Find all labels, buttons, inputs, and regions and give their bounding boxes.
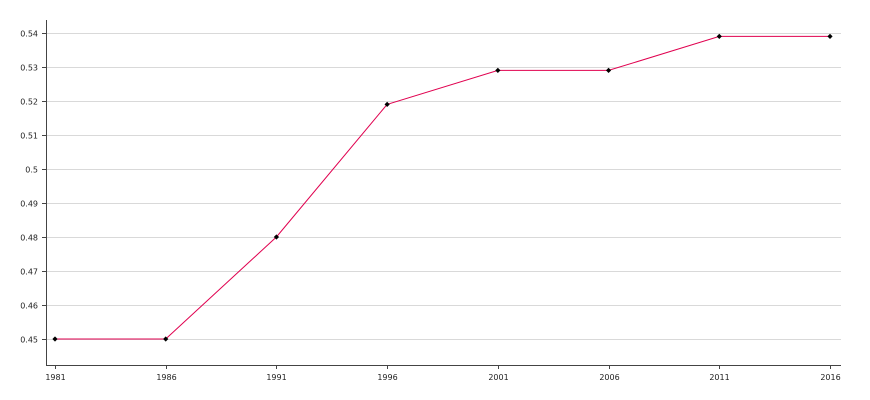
y-tick-label: 0.53: [20, 64, 38, 73]
y-tick-label: 0.5: [25, 166, 38, 175]
y-tick-label: 0.47: [20, 268, 38, 277]
tick-label-layer: 0.45 0.46 0.47 0.48 0.49 0.5 0.51 0.52 0.53 0.54 1…: [20, 30, 840, 383]
data-point: [605, 67, 612, 73]
y-tick-label: 0.51: [20, 132, 38, 141]
grid-layer: [46, 33, 841, 340]
y-tick-label: 0.46: [20, 302, 38, 311]
series-line: [55, 35, 830, 340]
data-point: [52, 336, 58, 342]
data-point: [163, 336, 169, 342]
x-tick-label: 2001: [488, 373, 508, 382]
data-point: [495, 67, 501, 73]
data-point: [273, 234, 280, 240]
x-tick-label: 1996: [377, 373, 397, 382]
y-tick-label: 0.49: [20, 200, 38, 209]
y-tick-label: 0.48: [20, 234, 38, 243]
data-point: [716, 33, 722, 39]
x-tick-label: 2011: [709, 373, 729, 382]
x-tick-label: 1991: [266, 373, 286, 382]
data-point: [827, 33, 833, 39]
x-tick-label: 1986: [156, 373, 176, 382]
x-tick-label: 2006: [599, 373, 619, 382]
y-tick-label: 0.45: [20, 336, 38, 345]
x-tick-label: 2016: [820, 373, 840, 382]
y-tick-label: 0.54: [20, 30, 38, 39]
data-point: [384, 101, 390, 107]
x-tick-label: 1981: [45, 373, 65, 382]
series-layer: [52, 33, 833, 342]
y-tick-label: 0.52: [20, 98, 38, 107]
axis-layer: [42, 20, 841, 369]
